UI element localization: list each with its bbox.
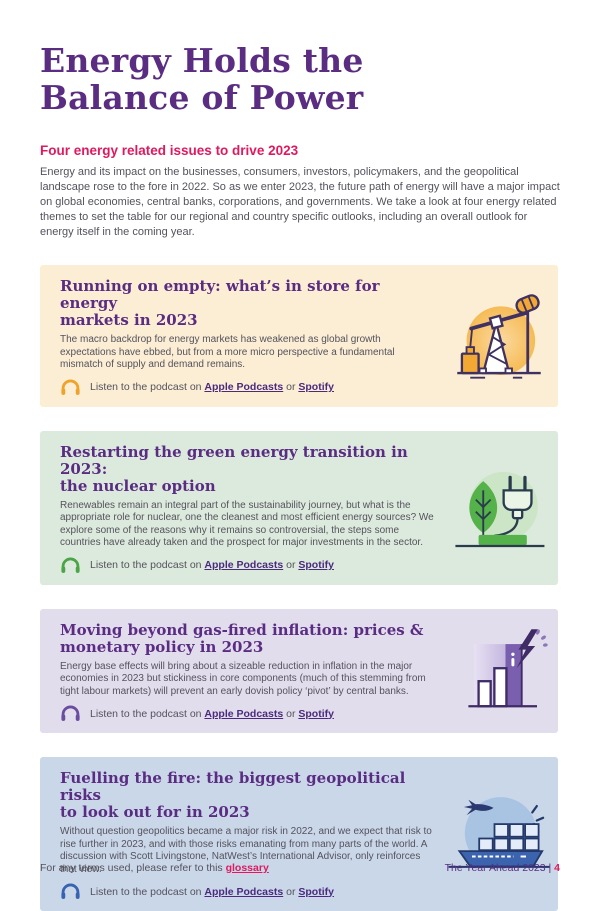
podcast-row: Listen to the podcast on Apple Podcasts … xyxy=(60,379,434,396)
headphones-icon xyxy=(60,557,81,574)
card-inflation-policy: Moving beyond gas-fired inflation: price… xyxy=(40,608,558,734)
spotify-link[interactable]: Spotify xyxy=(298,381,334,393)
podcast-row: Listen to the podcast on Apple Podcasts … xyxy=(60,557,434,574)
page-title-line2: Balance of Power xyxy=(40,78,364,117)
pagination: The Year Ahead 2023 | 4 xyxy=(444,862,560,874)
oil-pumpjack-icon xyxy=(440,265,558,407)
spotify-link[interactable]: Spotify xyxy=(298,559,334,571)
card-title: Moving beyond gas-fired inflation: price… xyxy=(60,620,424,656)
podcast-text: Listen to the podcast on Apple Podcasts … xyxy=(90,707,334,720)
apple-podcasts-link[interactable]: Apple Podcasts xyxy=(204,885,284,898)
card-geopolitical-risks: Fuelling the fire: the biggest geopoliti… xyxy=(40,757,558,911)
card-body-text: The macro backdrop for energy markets ha… xyxy=(60,334,395,370)
report-page: Energy Holds the Balance of Power Four e… xyxy=(0,42,600,911)
card-content: Moving beyond gas-fired inflation: price… xyxy=(40,609,440,734)
card-green-transition: Restarting the green energy transition i… xyxy=(40,430,558,585)
headphones-icon xyxy=(60,705,81,722)
card-body-text: Energy base effects will bring about a s… xyxy=(60,660,426,697)
podcast-row: Listen to the podcast on Apple Podcasts … xyxy=(60,705,434,722)
card-title: Running on empty: what’s in store for en… xyxy=(60,277,380,329)
podcast-text: Listen to the podcast on Apple Podcasts … xyxy=(90,885,334,898)
card-content: Fuelling the fire: the biggest geopoliti… xyxy=(40,757,440,911)
card-title: Restarting the green energy transition i… xyxy=(60,442,408,495)
card-content: Running on empty: what’s in store for en… xyxy=(40,265,440,407)
headphones-icon xyxy=(60,883,81,900)
podcast-row: Listen to the podcast on Apple Podcasts … xyxy=(60,883,434,900)
bar-chart-lightning-icon xyxy=(440,609,558,734)
spotify-link[interactable]: Spotify xyxy=(298,885,334,898)
card-title: Fuelling the fire: the biggest geopoliti… xyxy=(60,769,406,821)
card-content: Restarting the green energy transition i… xyxy=(40,431,440,585)
page-number: 4 xyxy=(554,862,560,874)
page-footer: For any terms used, please refer to this… xyxy=(40,862,560,874)
glossary-note: For any terms used, please refer to this… xyxy=(40,862,269,874)
page-title-line1: Energy Holds the xyxy=(40,41,364,80)
intro-paragraph: Energy and its impact on the businesses,… xyxy=(40,166,560,238)
page-title: Energy Holds the Balance of Power xyxy=(40,42,560,116)
cargo-ship-jet-icon xyxy=(440,757,558,911)
leaf-plug-icon xyxy=(440,431,558,585)
apple-podcasts-link[interactable]: Apple Podcasts xyxy=(204,559,284,571)
glossary-link[interactable]: glossary xyxy=(225,862,269,874)
intro-heading: Four energy related issues to drive 2023 xyxy=(40,143,299,158)
apple-podcasts-link[interactable]: Apple Podcasts xyxy=(204,381,284,393)
spotify-link[interactable]: Spotify xyxy=(298,707,334,720)
podcast-text: Listen to the podcast on Apple Podcasts … xyxy=(90,381,334,393)
apple-podcasts-link[interactable]: Apple Podcasts xyxy=(204,707,284,720)
podcast-text: Listen to the podcast on Apple Podcasts … xyxy=(90,559,334,571)
headphones-icon xyxy=(60,379,81,396)
card-energy-markets: Running on empty: what’s in store for en… xyxy=(40,265,558,407)
card-body-text: Renewables remain an integral part of th… xyxy=(60,499,434,549)
